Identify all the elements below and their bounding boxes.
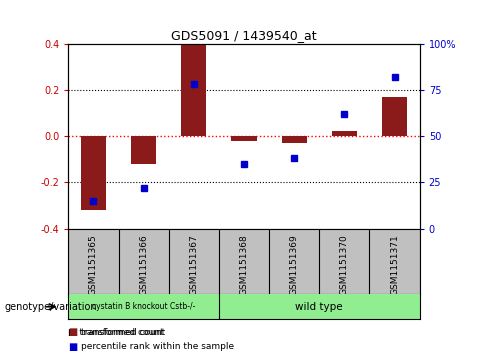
Text: ■: ■ — [68, 327, 78, 337]
Text: percentile rank within the sample: percentile rank within the sample — [81, 342, 234, 351]
Bar — [231, 136, 257, 141]
Text: genotype/variation: genotype/variation — [5, 302, 98, 312]
Bar — [181, 44, 206, 136]
Text: GSM1151366: GSM1151366 — [139, 234, 148, 295]
Text: ■ transformed count: ■ transformed count — [68, 328, 164, 337]
Text: GSM1151368: GSM1151368 — [240, 234, 248, 295]
Text: GSM1151367: GSM1151367 — [189, 234, 198, 295]
Title: GDS5091 / 1439540_at: GDS5091 / 1439540_at — [171, 29, 317, 42]
Text: cystatin B knockout Cstb-/-: cystatin B knockout Cstb-/- — [92, 302, 195, 311]
Text: GSM1151369: GSM1151369 — [290, 234, 299, 295]
Bar — [382, 97, 407, 136]
Text: GSM1151370: GSM1151370 — [340, 234, 349, 295]
Bar — [282, 136, 307, 143]
Text: GSM1151365: GSM1151365 — [89, 234, 98, 295]
Text: transformed count: transformed count — [81, 328, 165, 337]
Bar — [131, 136, 156, 164]
Text: wild type: wild type — [295, 302, 343, 312]
Bar — [332, 131, 357, 136]
Bar — [81, 136, 106, 210]
Text: GSM1151371: GSM1151371 — [390, 234, 399, 295]
Text: ■: ■ — [68, 342, 78, 352]
